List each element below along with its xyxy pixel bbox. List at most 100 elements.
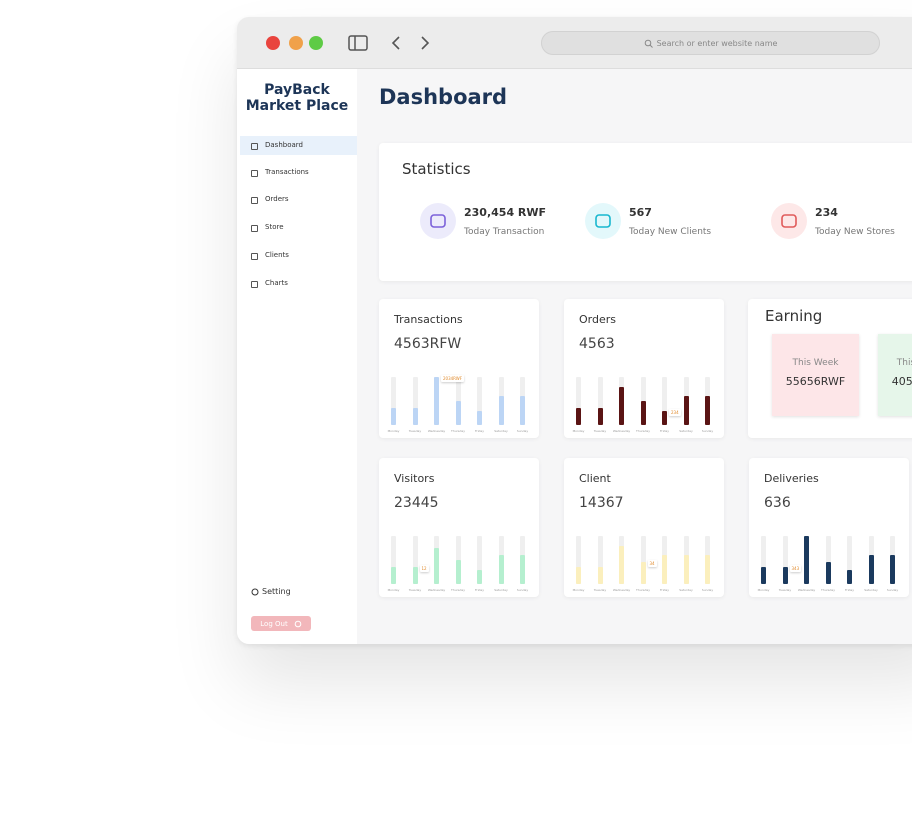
day-label: Sunday: [516, 429, 529, 433]
earning-box: This Month 40556RWF: [878, 334, 912, 416]
bar-track: [640, 536, 646, 584]
bar: [640, 562, 646, 584]
bar: [412, 567, 418, 584]
card-title: Orders: [579, 313, 616, 326]
bar-track: [391, 536, 396, 584]
bar-track: [847, 536, 852, 584]
minimize-button[interactable]: [289, 36, 303, 50]
nav-item[interactable]: Store: [240, 218, 357, 237]
bar: [761, 567, 766, 584]
tooltip: 343: [789, 565, 802, 573]
stat-glyph: [430, 214, 446, 228]
stat-glyph: [781, 214, 797, 228]
zoom-button[interactable]: [309, 36, 323, 50]
bar: [391, 408, 396, 425]
nav-icon: [251, 197, 258, 204]
bar: [890, 555, 895, 584]
bar: [683, 555, 689, 584]
brand-line: PayBack: [264, 82, 330, 98]
logout-button[interactable]: Log Out: [251, 616, 311, 631]
day-label: Sunday: [886, 588, 899, 592]
bar-track: [576, 536, 581, 584]
setting[interactable]: Setting: [251, 587, 291, 596]
bar: [597, 408, 603, 425]
bar-track: [391, 377, 396, 425]
bar: [683, 396, 689, 425]
day-label: Sunday: [701, 429, 714, 433]
nav-item[interactable]: Charts: [240, 274, 357, 293]
brand: PayBack Market Place: [237, 82, 357, 114]
statistics-title: Statistics: [402, 160, 471, 178]
card-title: Visitors: [394, 472, 435, 485]
card-value: 636: [764, 495, 791, 511]
bar: [576, 567, 581, 584]
nav-label: Dashboard: [265, 141, 303, 149]
window-controls: [266, 35, 430, 51]
day-label: Thursday: [636, 429, 650, 433]
search-icon: [644, 39, 653, 48]
nav-item[interactable]: Dashboard: [240, 136, 357, 155]
day-label: Saturday: [679, 429, 693, 433]
bar-track: [782, 536, 788, 584]
tooltip: 234: [669, 408, 681, 416]
search-bar[interactable]: Search or enter website name: [541, 31, 880, 55]
bar: [705, 555, 710, 584]
tooltip: 34: [647, 560, 657, 568]
bar: [619, 386, 624, 425]
logout-icon: [294, 620, 302, 627]
card-title: Deliveries: [764, 472, 819, 485]
bar: [498, 396, 504, 425]
day-label: Saturday: [494, 429, 508, 433]
card-title: Transactions: [394, 313, 463, 326]
day-label: Monday: [572, 429, 585, 433]
bar: [662, 410, 667, 425]
back-button[interactable]: [391, 36, 400, 50]
nav-item[interactable]: Orders: [240, 190, 357, 209]
search-placeholder: Search or enter website name: [656, 38, 778, 48]
bar: [705, 396, 710, 425]
bar-track: [412, 536, 418, 584]
browser-window: Search or enter website name PayBack Mar…: [237, 17, 912, 644]
sidebar-toggle[interactable]: [348, 35, 368, 51]
bar: [498, 555, 504, 584]
bar-track: [597, 536, 603, 584]
day-label: Saturday: [494, 588, 508, 592]
bar: [434, 548, 439, 584]
day-label: Saturday: [679, 588, 693, 592]
bar: [782, 567, 788, 584]
forward-button[interactable]: [421, 36, 430, 50]
nav-icon: [251, 225, 258, 232]
day-label: Tuesday: [408, 429, 422, 433]
bar-track: [477, 536, 482, 584]
bar: [455, 401, 461, 425]
stat-icon: [771, 203, 807, 239]
nav-item[interactable]: Transactions: [240, 163, 357, 182]
stat-label: Today New Stores: [815, 227, 895, 237]
day-label: Tuesday: [593, 429, 607, 433]
day-label: Monday: [387, 429, 400, 433]
setting-icon: [251, 588, 259, 595]
day-label: Sunday: [516, 588, 529, 592]
day-label: Thursday: [821, 588, 835, 592]
day-label: Friday: [659, 588, 670, 592]
earning-value: 55656RWF: [785, 375, 846, 388]
day-label: Wednesday: [612, 588, 631, 592]
day-label: Tuesday: [408, 588, 422, 592]
day-label: Thursday: [451, 588, 465, 592]
day-label: Friday: [659, 429, 670, 433]
bar: [597, 567, 603, 584]
nav-item[interactable]: Clients: [240, 246, 357, 265]
nav-icon: [251, 253, 258, 260]
stat-label: Today New Clients: [629, 227, 712, 237]
bar-track: [576, 377, 581, 425]
earning-card: Earning This Week 55656RWF This Month 40556…: [748, 299, 912, 438]
close-button[interactable]: [266, 36, 280, 50]
day-label: Monday: [757, 588, 770, 592]
bar: [847, 569, 852, 584]
nav-label: Charts: [265, 279, 288, 287]
bar: [455, 560, 461, 584]
earning-title: Earning: [765, 307, 823, 325]
nav-icon: [251, 170, 258, 177]
nav-label: Orders: [265, 195, 289, 203]
